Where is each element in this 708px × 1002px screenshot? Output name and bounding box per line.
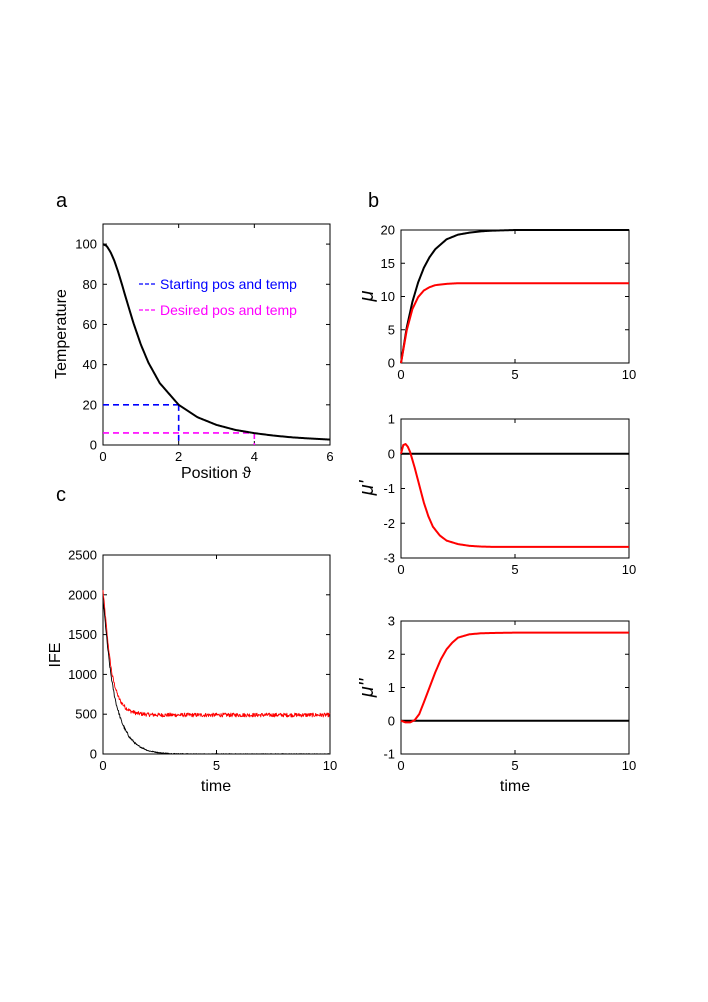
y-tick-label: 1 [388, 680, 395, 695]
panel-letter-b: b [368, 190, 379, 212]
panel-b2-ticks: 0 5 10 -3 -2 -1 0 1 [383, 412, 636, 578]
legend-desired-label: Desired pos and temp [160, 302, 297, 318]
y-tick-label: 80 [83, 277, 97, 292]
panel-a-axes-frame [102, 223, 331, 446]
panel-c-xlabel: time [201, 778, 231, 795]
y-tick-label: 1 [388, 412, 395, 427]
x-tick-label: 0 [99, 758, 106, 773]
y-tick-label: 20 [83, 397, 97, 412]
x-tick-label: 2 [175, 449, 182, 464]
x-tick-label: 0 [397, 367, 404, 382]
y-tick-label: 60 [83, 317, 97, 332]
y-tick-label: 2500 [68, 548, 97, 563]
y-tick-label: -1 [383, 747, 395, 762]
x-tick-label: 0 [99, 449, 106, 464]
y-tick-label: 20 [381, 223, 395, 238]
series-line-black [102, 598, 331, 755]
panel-b1-series [400, 229, 629, 364]
y-tick-label: 1000 [68, 667, 97, 682]
x-tick-label: 10 [622, 562, 636, 577]
panel-b2-ylabel: μ' [356, 479, 378, 496]
y-tick-label: 10 [381, 289, 395, 304]
panel-a-legend: Starting pos and temp Desired pos and te… [139, 276, 297, 318]
series-line-red [102, 590, 331, 718]
y-tick-label: 1500 [68, 627, 97, 642]
legend-starting-label: Starting pos and temp [160, 276, 297, 292]
series-line-red [400, 443, 629, 548]
panel-b3-ylabel: μ'' [356, 678, 378, 699]
y-tick-label: 0 [90, 747, 97, 762]
series-line-black [400, 229, 629, 364]
panel-a-ylabel: Temperature [53, 289, 70, 379]
y-tick-label: 500 [75, 707, 97, 722]
panel-c-ylabel: IFE [47, 643, 64, 668]
panel-a-guides [103, 404, 256, 445]
y-tick-label: -3 [383, 551, 395, 566]
y-tick-label: -2 [383, 516, 395, 531]
panel-b1-ticks: 0 5 10 0 5 10 15 20 [381, 223, 637, 383]
series-line-red [400, 282, 629, 364]
x-tick-label: 5 [511, 562, 518, 577]
panel-c-ife: 0 5 10 0 500 1000 1500 2000 2500 time IFE [47, 548, 337, 796]
x-tick-label: 0 [397, 758, 404, 773]
panel-a-xlabel: Position ϑ [181, 465, 251, 482]
x-tick-label: 10 [323, 758, 337, 773]
x-tick-label: 10 [622, 758, 636, 773]
panel-a-series [102, 243, 331, 441]
x-tick-label: 5 [213, 758, 220, 773]
y-tick-label: 0 [388, 713, 395, 728]
y-tick-label: 2000 [68, 587, 97, 602]
x-tick-label: 0 [397, 562, 404, 577]
y-tick-label: 2 [388, 647, 395, 662]
x-tick-label: 5 [511, 758, 518, 773]
y-tick-label: 15 [381, 256, 395, 271]
panel-b3-xlabel: time [500, 778, 530, 795]
panel-b-mu: 0 5 10 0 5 10 15 20 μ [356, 223, 636, 383]
panel-letter-c: c [56, 484, 66, 506]
x-tick-label: 6 [326, 449, 333, 464]
panel-b3-series [400, 631, 629, 724]
series-line-red [400, 631, 629, 724]
panel-b1-ylabel: μ [356, 290, 378, 302]
series-line-temperature-profile [102, 243, 331, 441]
x-tick-label: 5 [511, 367, 518, 382]
x-tick-label: 10 [622, 367, 636, 382]
y-tick-label: -1 [383, 481, 395, 496]
panel-letter-a: a [56, 190, 68, 212]
y-tick-label: 3 [388, 614, 395, 629]
x-tick-label: 4 [251, 449, 258, 464]
panel-b2-series [400, 443, 629, 548]
y-tick-label: 0 [388, 446, 395, 461]
y-tick-label: 0 [388, 356, 395, 371]
y-tick-label: 100 [75, 237, 97, 252]
panel-b-mu-prime: 0 5 10 -3 -2 -1 0 1 μ' [356, 412, 636, 578]
y-tick-label: 5 [388, 322, 395, 337]
y-tick-label: 40 [83, 357, 97, 372]
y-tick-label: 0 [90, 438, 97, 453]
panel-c-series [102, 590, 331, 755]
